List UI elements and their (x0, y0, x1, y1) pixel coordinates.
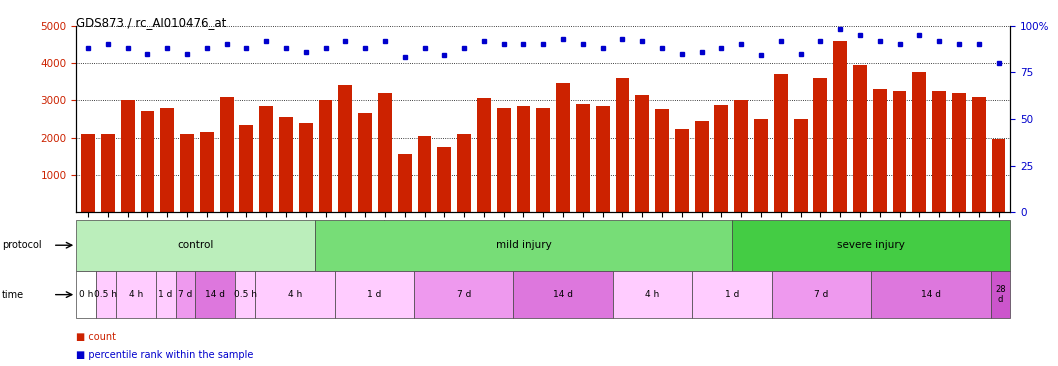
Text: 7 d: 7 d (457, 290, 471, 299)
Text: protocol: protocol (2, 240, 41, 250)
Bar (235, 271, 255, 318)
Bar (635, 95, 650, 212)
Bar (732, 220, 1010, 271)
Bar (96, 271, 116, 318)
Bar (814, 78, 827, 212)
Bar (655, 109, 669, 212)
Bar (596, 106, 609, 212)
Bar (516, 106, 530, 212)
Bar (714, 105, 728, 212)
Bar (477, 98, 491, 212)
Text: 0.5 h: 0.5 h (94, 290, 117, 299)
Bar (695, 121, 709, 212)
Bar (853, 65, 867, 212)
Bar (497, 108, 511, 212)
Bar (871, 271, 990, 318)
Bar (692, 271, 772, 318)
Bar (773, 74, 788, 212)
Text: 14 d: 14 d (553, 290, 573, 299)
Bar (932, 91, 946, 212)
Bar (359, 113, 372, 212)
Text: 1 d: 1 d (159, 290, 172, 299)
Text: 0.5 h: 0.5 h (234, 290, 257, 299)
Bar (314, 220, 732, 271)
Bar (576, 104, 589, 212)
Bar (398, 154, 412, 212)
Bar (116, 271, 156, 318)
Text: 0 h: 0 h (79, 290, 93, 299)
Text: time: time (2, 290, 24, 300)
Bar (121, 100, 134, 212)
Bar (196, 271, 235, 318)
Bar (912, 72, 926, 212)
Text: ■ percentile rank within the sample: ■ percentile rank within the sample (76, 350, 254, 360)
Bar (176, 271, 196, 318)
Bar (972, 97, 986, 212)
Text: 7 d: 7 d (179, 290, 193, 299)
Bar (794, 119, 807, 212)
Bar (437, 147, 452, 212)
Text: mild injury: mild injury (495, 240, 551, 250)
Bar (557, 83, 570, 212)
Bar (339, 85, 352, 212)
Bar (156, 271, 176, 318)
Bar (220, 97, 234, 212)
Bar (76, 271, 96, 318)
Bar (457, 134, 471, 212)
Bar (754, 119, 768, 212)
Text: 7 d: 7 d (815, 290, 828, 299)
Text: 28
d: 28 d (996, 285, 1006, 305)
Bar (734, 100, 748, 212)
Bar (893, 91, 907, 212)
Text: 1 d: 1 d (367, 290, 382, 299)
Bar (141, 112, 154, 212)
Text: ■ count: ■ count (76, 332, 116, 342)
Bar (298, 123, 313, 212)
Text: 4 h: 4 h (645, 290, 660, 299)
Text: control: control (178, 240, 214, 250)
Text: 14 d: 14 d (920, 290, 941, 299)
Bar (834, 41, 847, 212)
Bar (81, 134, 95, 212)
Text: GDS873 / rc_AI010476_at: GDS873 / rc_AI010476_at (76, 16, 226, 30)
Bar (76, 220, 314, 271)
Bar (675, 129, 689, 212)
Bar (952, 93, 966, 212)
Bar (101, 134, 114, 212)
Bar (239, 124, 253, 212)
Bar (200, 132, 214, 212)
Bar (513, 271, 613, 318)
Bar (991, 139, 1005, 212)
Text: severe injury: severe injury (837, 240, 906, 250)
Bar (613, 271, 692, 318)
Bar (161, 108, 175, 212)
Text: 4 h: 4 h (288, 290, 302, 299)
Text: 1 d: 1 d (725, 290, 740, 299)
Bar (180, 134, 194, 212)
Bar (279, 117, 293, 212)
Bar (772, 271, 871, 318)
Bar (378, 93, 391, 212)
Bar (334, 271, 414, 318)
Bar (418, 136, 432, 212)
Bar (414, 271, 513, 318)
Bar (259, 106, 273, 212)
Bar (536, 108, 550, 212)
Bar (255, 271, 334, 318)
Bar (990, 271, 1010, 318)
Text: 14 d: 14 d (205, 290, 225, 299)
Bar (318, 100, 332, 212)
Bar (873, 89, 887, 212)
Bar (616, 78, 630, 212)
Text: 4 h: 4 h (129, 290, 143, 299)
